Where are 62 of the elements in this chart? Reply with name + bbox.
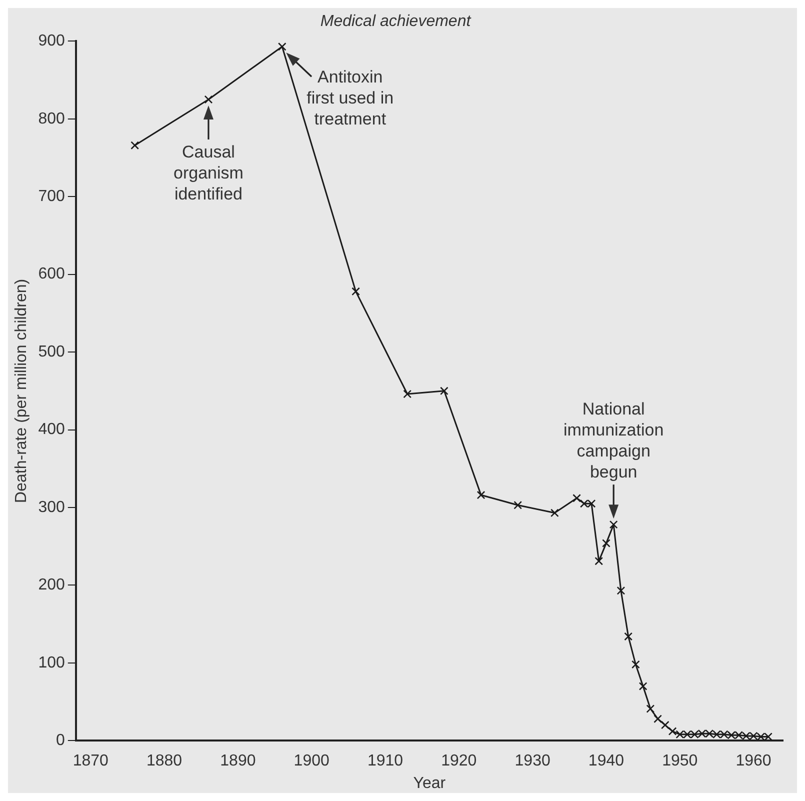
point [580, 499, 588, 508]
point [587, 499, 596, 508]
point [440, 386, 448, 396]
point [734, 730, 743, 740]
chart-title: Medical achievement [320, 13, 472, 30]
point [690, 730, 699, 739]
point [609, 520, 618, 529]
point [668, 727, 677, 736]
y-tick-label: 0 [56, 732, 65, 750]
point [278, 42, 286, 51]
x-tick-label: 1910 [367, 752, 404, 770]
point [660, 720, 670, 730]
point [742, 732, 750, 740]
x-tick-label: 1920 [441, 752, 477, 770]
y-tick-label: 700 [38, 188, 65, 206]
point [616, 586, 626, 595]
point [352, 287, 360, 296]
point [204, 95, 213, 104]
point [550, 508, 559, 518]
point [602, 539, 610, 548]
y-tick-label: 200 [38, 576, 65, 594]
y-tick-label: 500 [38, 343, 65, 360]
point [727, 730, 736, 740]
y-tick-label: 600 [38, 266, 65, 283]
y-tick-label: 100 [38, 654, 65, 672]
point [646, 704, 655, 713]
y-tick-label: 800 [38, 110, 65, 128]
x-tick-label: 1930 [514, 752, 550, 770]
y-tick-label: 300 [38, 498, 65, 516]
point [632, 660, 640, 669]
point [654, 714, 662, 724]
annotation: Causal organism identified [174, 142, 244, 204]
annotation: National immunization campaign begun [564, 400, 664, 482]
point [476, 490, 486, 500]
x-tick-label: 1940 [588, 752, 624, 770]
point [698, 729, 706, 738]
point [683, 730, 692, 739]
point [638, 682, 648, 690]
x-tick-label: 1880 [146, 752, 182, 770]
point [764, 732, 772, 741]
point [594, 556, 604, 566]
point [749, 732, 758, 740]
point [705, 729, 714, 738]
point [403, 390, 412, 398]
point [572, 494, 581, 502]
point [514, 500, 522, 510]
x-tick-label: 1960 [736, 752, 772, 770]
point [756, 732, 766, 741]
x-tick-label: 1900 [294, 752, 330, 770]
y-tick-label: 900 [38, 32, 65, 50]
point [676, 730, 684, 739]
x-axis-title: Year [413, 774, 446, 792]
point [720, 730, 728, 739]
x-tick-label: 1890 [220, 752, 256, 770]
point [712, 730, 721, 739]
x-tick-label: 1950 [662, 752, 698, 770]
point [624, 632, 633, 641]
y-tick-label: 400 [38, 421, 65, 438]
annotation: Antitoxin first used in treatment [306, 68, 394, 129]
point [130, 141, 140, 150]
x-tick-label: 1870 [72, 752, 109, 770]
y-axis-title: Death-rate (per million children) [13, 278, 30, 503]
